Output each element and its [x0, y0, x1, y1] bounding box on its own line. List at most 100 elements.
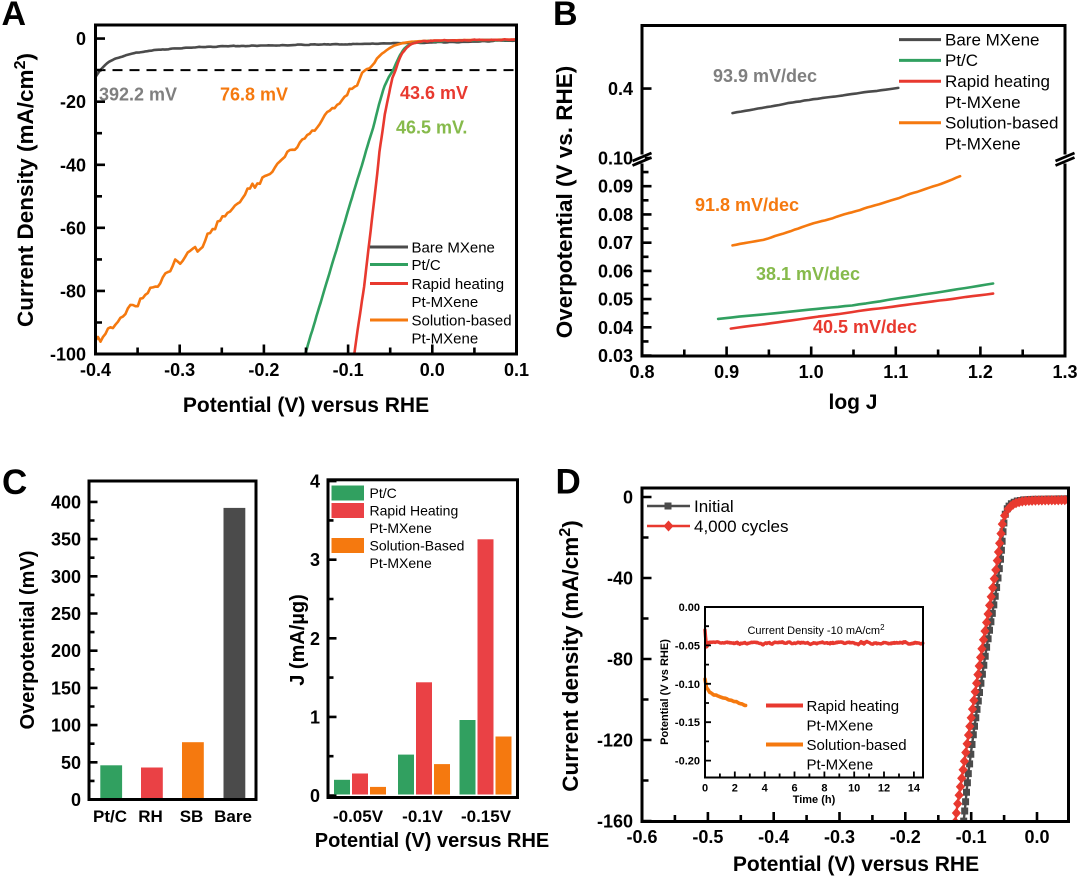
svg-text:14: 14: [908, 783, 921, 795]
svg-text:43.6 mV: 43.6 mV: [400, 83, 468, 103]
svg-text:-100: -100: [50, 345, 86, 365]
svg-text:-40: -40: [60, 155, 86, 175]
svg-text:3: 3: [310, 550, 320, 570]
svg-text:0.0: 0.0: [1024, 827, 1049, 847]
svg-text:Rapid heating: Rapid heating: [807, 698, 900, 715]
svg-text:0.07: 0.07: [598, 233, 633, 253]
svg-text:0.4: 0.4: [608, 79, 633, 99]
svg-text:0.00: 0.00: [679, 602, 700, 614]
svg-text:Pt-MXene: Pt-MXene: [807, 718, 874, 735]
svg-text:0.05: 0.05: [598, 290, 633, 310]
svg-text:Pt/C: Pt/C: [93, 807, 127, 826]
svg-text:-0.5: -0.5: [692, 827, 723, 847]
svg-text:0: 0: [702, 783, 708, 795]
svg-text:Pt-MXene: Pt-MXene: [370, 520, 432, 536]
svg-text:0.04: 0.04: [598, 318, 633, 338]
svg-text:1.3: 1.3: [1052, 362, 1077, 382]
svg-text:0.09: 0.09: [598, 177, 633, 197]
svg-text:1.1: 1.1: [883, 362, 908, 382]
svg-text:-80: -80: [607, 650, 633, 670]
svg-text:-0.1V: -0.1V: [402, 807, 443, 826]
svg-text:-160: -160: [597, 812, 633, 832]
svg-text:0.0: 0.0: [420, 360, 445, 380]
svg-text:-0.1: -0.1: [956, 827, 987, 847]
svg-text:1.0: 1.0: [799, 362, 824, 382]
svg-text:Initial: Initial: [694, 497, 734, 516]
svg-text:Pt-MXene: Pt-MXene: [370, 555, 432, 571]
svg-text:2: 2: [310, 629, 320, 649]
svg-text:Pt-MXene: Pt-MXene: [807, 757, 874, 774]
svg-text:Bare MXene: Bare MXene: [945, 30, 1040, 49]
svg-text:Solution-based: Solution-based: [945, 114, 1058, 133]
svg-text:200: 200: [51, 641, 81, 661]
svg-text:0.9: 0.9: [714, 362, 739, 382]
svg-text:400: 400: [51, 492, 81, 512]
svg-text:Pt-MXene: Pt-MXene: [412, 294, 479, 311]
svg-text:-60: -60: [60, 218, 86, 238]
svg-text:4,000 cycles: 4,000 cycles: [694, 517, 789, 536]
svg-text:0.08: 0.08: [598, 205, 633, 225]
svg-text:-120: -120: [597, 731, 633, 751]
svg-text:93.9 mV/dec: 93.9 mV/dec: [713, 66, 817, 86]
svg-text:-40: -40: [607, 569, 633, 589]
svg-text:RH: RH: [138, 807, 163, 826]
svg-text:12: 12: [878, 783, 890, 795]
svg-text:-0.4: -0.4: [758, 827, 789, 847]
svg-text:J (mA/µg): J (mA/µg): [287, 594, 309, 686]
svg-text:0.8: 0.8: [629, 362, 654, 382]
svg-text:1.2: 1.2: [968, 362, 993, 382]
svg-text:B: B: [553, 0, 578, 33]
svg-text:91.8 mV/dec: 91.8 mV/dec: [695, 195, 799, 215]
svg-text:-0.6: -0.6: [626, 827, 657, 847]
svg-text:38.1 mV/dec: 38.1 mV/dec: [756, 264, 860, 284]
svg-text:-0.3: -0.3: [824, 827, 855, 847]
svg-text:10: 10: [848, 783, 860, 795]
svg-text:1: 1: [310, 707, 320, 727]
svg-text:C: C: [2, 463, 27, 502]
svg-text:40.5 mV/dec: 40.5 mV/dec: [813, 317, 917, 337]
svg-text:76.8 mV: 76.8 mV: [220, 85, 288, 105]
svg-text:46.5 mV.: 46.5 mV.: [396, 118, 467, 138]
svg-text:Overpotential (V vs. RHE): Overpotential (V vs. RHE): [552, 66, 577, 339]
svg-text:0: 0: [310, 786, 320, 806]
svg-text:Current Density (mA/cm2): Current Density (mA/cm2): [12, 53, 38, 327]
svg-text:0.03: 0.03: [598, 346, 633, 366]
svg-text:D: D: [556, 463, 581, 502]
svg-text:Bare MXene: Bare MXene: [412, 240, 495, 257]
svg-text:log J: log J: [828, 391, 877, 414]
svg-text:0.10: 0.10: [598, 149, 633, 169]
svg-text:Pt-MXene: Pt-MXene: [945, 134, 1021, 153]
svg-text:250: 250: [51, 604, 81, 624]
svg-text:-0.05V: -0.05V: [333, 807, 384, 826]
svg-text:0: 0: [623, 488, 633, 508]
svg-text:Pt-MXene: Pt-MXene: [412, 331, 479, 348]
svg-text:-0.4: -0.4: [80, 360, 111, 380]
svg-text:Pt/C: Pt/C: [945, 51, 978, 70]
svg-text:-0.2: -0.2: [248, 360, 279, 380]
svg-text:392.2 mV: 392.2 mV: [99, 85, 177, 105]
svg-text:2: 2: [732, 783, 738, 795]
svg-text:6: 6: [791, 783, 797, 795]
svg-text:Pt/C: Pt/C: [412, 257, 441, 274]
svg-text:0.06: 0.06: [598, 261, 633, 281]
svg-text:0: 0: [76, 29, 86, 49]
svg-text:Solution-based: Solution-based: [807, 737, 907, 754]
svg-text:-0.15V: -0.15V: [461, 807, 512, 826]
svg-text:-0.05: -0.05: [675, 640, 700, 652]
svg-text:350: 350: [51, 530, 81, 550]
svg-text:-0.10: -0.10: [675, 679, 700, 691]
svg-text:Potential (V vs RHE): Potential (V vs RHE): [659, 639, 671, 745]
svg-text:Current Density -10 mA/cm2: Current Density -10 mA/cm2: [747, 623, 885, 637]
svg-text:Rapid heating: Rapid heating: [945, 72, 1050, 91]
svg-text:4: 4: [762, 783, 769, 795]
svg-text:0: 0: [71, 790, 81, 810]
svg-text:Overpotential (mV): Overpotential (mV): [17, 551, 39, 730]
svg-text:-0.3: -0.3: [164, 360, 195, 380]
svg-text:-0.20: -0.20: [675, 756, 700, 768]
svg-text:8: 8: [821, 783, 827, 795]
svg-text:A: A: [2, 0, 27, 33]
svg-text:-0.1: -0.1: [333, 360, 364, 380]
svg-text:Pt-MXene: Pt-MXene: [945, 93, 1021, 112]
svg-text:-20: -20: [60, 92, 86, 112]
svg-text:Rapid Heating: Rapid Heating: [370, 503, 459, 519]
